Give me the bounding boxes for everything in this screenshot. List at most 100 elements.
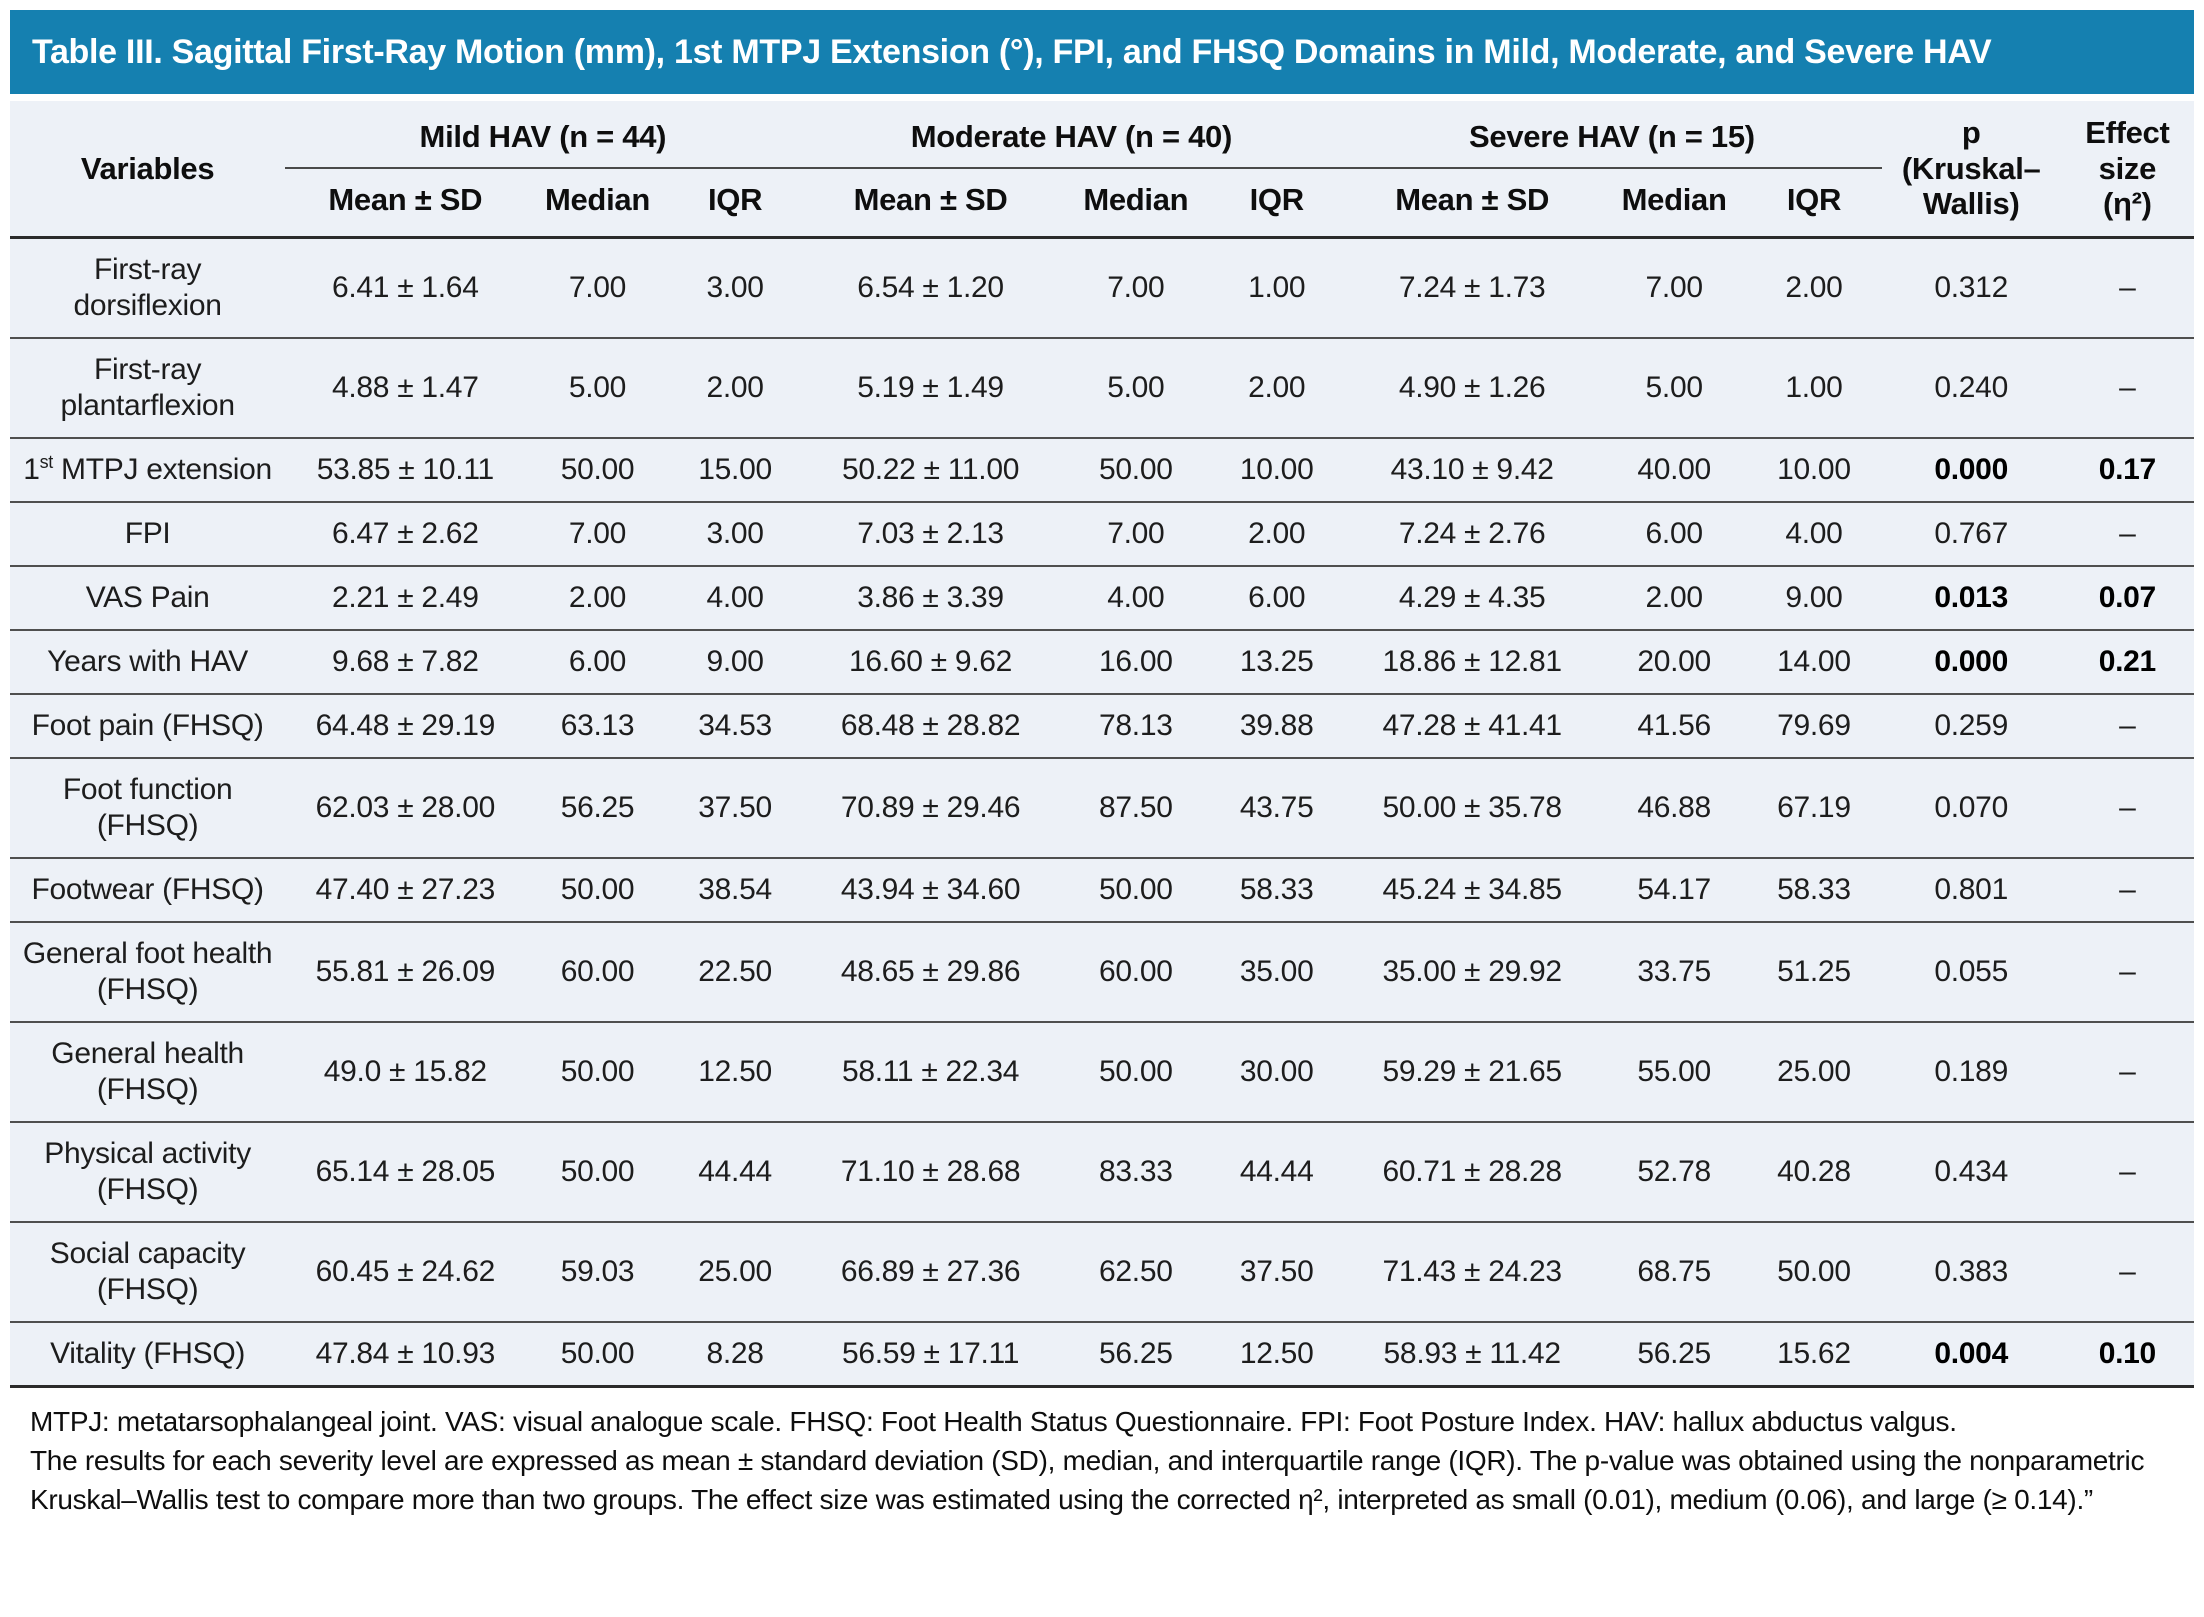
effect-size-cell: 0.07: [2060, 565, 2194, 630]
table-header: Variables Mild HAV (n = 44) Moderate HAV…: [10, 101, 2194, 238]
table-row: VAS Pain 2.21 ± 2.49 2.00 4.00 3.86 ± 3.39 4.…: [10, 565, 2194, 630]
stat-cell: 2.00: [1746, 236, 1882, 338]
stat-cell: 4.88 ± 1.47: [285, 337, 526, 438]
variable-cell: Foot function (FHSQ): [10, 757, 286, 858]
header-group-row: Variables Mild HAV (n = 44) Moderate HAV…: [10, 101, 2194, 221]
stat-cell: 1.00: [1211, 236, 1343, 338]
stat-cell: 45.24 ± 34.85: [1342, 857, 1603, 922]
table-row: General health (FHSQ) 49.0 ± 15.82 50.00 12…: [10, 1021, 2194, 1122]
stat-cell: 67.19: [1746, 757, 1882, 858]
stat-cell: 58.33: [1746, 857, 1882, 922]
variable-cell: Years with HAV: [10, 629, 286, 694]
variable-cell: Foot pain (FHSQ): [10, 693, 286, 758]
stat-header-mean-sd: Mean ± SD: [328, 182, 483, 217]
p-value-cell: 0.070: [1881, 757, 2061, 858]
table-row: Vitality (FHSQ) 47.84 ± 10.93 50.00 8.28 56.…: [10, 1321, 2194, 1387]
stat-cell: 49.0 ± 15.82: [285, 1021, 526, 1122]
stat-cell: 63.13: [525, 693, 670, 758]
stat-cell: 12.50: [669, 1021, 801, 1122]
stat-cell: 40.28: [1746, 1121, 1882, 1222]
group-header-moderate: Moderate HAV (n = 40): [800, 101, 1343, 169]
stat-cell: 7.24 ± 1.73: [1342, 236, 1603, 338]
stat-cell: 83.33: [1060, 1121, 1212, 1222]
table-row: Footwear (FHSQ) 47.40 ± 27.23 50.00 38.54 43…: [10, 857, 2194, 922]
table-row: First-ray plantarflexion 4.88 ± 1.47 5.00 2…: [10, 337, 2194, 438]
table-row: Years with HAV 9.68 ± 7.82 6.00 9.00 16.60 ±…: [10, 629, 2194, 694]
data-table: Variables Mild HAV (n = 44) Moderate HAV…: [10, 101, 2194, 1388]
variables-column-header: Variables: [80, 150, 215, 186]
stat-cell: 6.54 ± 1.20: [800, 236, 1061, 338]
stat-cell: 7.00: [1060, 236, 1212, 338]
p-value-cell: 0.767: [1881, 501, 2061, 566]
stat-header-mean-sd: Mean ± SD: [1395, 182, 1550, 217]
stat-cell: 2.00: [1211, 337, 1343, 438]
stat-cell: 7.00: [1060, 501, 1212, 566]
stat-cell: 35.00: [1211, 921, 1343, 1022]
stat-cell: 10.00: [1746, 437, 1882, 502]
stat-cell: 4.00: [1746, 501, 1882, 566]
stat-cell: 43.75: [1211, 757, 1343, 858]
header-stat-row: Mean ± SD Median IQR Mean ± SD Median IQ…: [10, 168, 2194, 238]
effect-size-cell: –: [2060, 757, 2194, 858]
footnote-methods: The results for each severity level are …: [30, 1445, 2145, 1516]
stat-cell: 50.00: [1060, 1021, 1212, 1122]
stat-cell: 43.94 ± 34.60: [800, 857, 1061, 922]
table-row: 1st MTPJ extension 53.85 ± 10.11 50.00 15.0…: [10, 437, 2194, 502]
stat-cell: 13.25: [1211, 629, 1343, 694]
variable-cell: General foot health (FHSQ): [10, 921, 286, 1022]
stat-cell: 25.00: [1746, 1021, 1882, 1122]
stat-header-iqr: IQR: [1786, 182, 1842, 217]
stat-cell: 60.00: [525, 921, 670, 1022]
stat-cell: 2.00: [669, 337, 801, 438]
stat-header-mean-sd: Mean ± SD: [853, 182, 1008, 217]
stat-cell: 3.00: [669, 501, 801, 566]
stat-cell: 12.50: [1211, 1321, 1343, 1387]
stat-cell: 44.44: [669, 1121, 801, 1222]
variable-cell: First-ray plantarflexion: [10, 337, 286, 438]
stat-cell: 16.00: [1060, 629, 1212, 694]
table-figure: Table III. Sagittal First-Ray Motion (mm…: [10, 10, 2194, 1516]
variable-cell: General health (FHSQ): [10, 1021, 286, 1122]
stat-cell: 46.88: [1602, 757, 1747, 858]
effect-size-cell: –: [2060, 1121, 2194, 1222]
stat-cell: 59.29 ± 21.65: [1342, 1021, 1603, 1122]
stat-cell: 5.00: [525, 337, 670, 438]
table-row: Foot pain (FHSQ) 64.48 ± 29.19 63.13 34.53 6…: [10, 693, 2194, 758]
variable-cell: Physical activity (FHSQ): [10, 1121, 286, 1222]
stat-cell: 14.00: [1746, 629, 1882, 694]
stat-cell: 44.44: [1211, 1121, 1343, 1222]
table-title-bar: Table III. Sagittal First-Ray Motion (mm…: [10, 10, 2194, 94]
stat-cell: 16.60 ± 9.62: [800, 629, 1061, 694]
stat-cell: 47.84 ± 10.93: [285, 1321, 526, 1387]
stat-cell: 56.59 ± 17.11: [800, 1321, 1061, 1387]
stat-cell: 4.90 ± 1.26: [1342, 337, 1603, 438]
stat-cell: 15.62: [1746, 1321, 1882, 1387]
p-value-cell: 0.189: [1881, 1021, 2061, 1122]
stat-cell: 4.00: [1060, 565, 1212, 630]
table-row: FPI 6.47 ± 2.62 7.00 3.00 7.03 ± 2.13 7.00 2.0…: [10, 501, 2194, 566]
stat-cell: 2.00: [525, 565, 670, 630]
stat-cell: 4.00: [669, 565, 801, 630]
stat-cell: 9.68 ± 7.82: [285, 629, 526, 694]
stat-cell: 37.50: [1211, 1221, 1343, 1322]
p-value-cell: 0.013: [1881, 565, 2061, 630]
stat-cell: 50.00 ± 35.78: [1342, 757, 1603, 858]
stat-cell: 53.85 ± 10.11: [285, 437, 526, 502]
stat-cell: 37.50: [669, 757, 801, 858]
stat-cell: 22.50: [669, 921, 801, 1022]
effect-size-cell: –: [2060, 921, 2194, 1022]
stat-cell: 35.00 ± 29.92: [1342, 921, 1603, 1022]
p-value-cell: 0.000: [1881, 437, 2061, 502]
stat-cell: 43.10 ± 9.42: [1342, 437, 1603, 502]
p-value-cell: 0.004: [1881, 1321, 2061, 1387]
stat-cell: 65.14 ± 28.05: [285, 1121, 526, 1222]
stat-cell: 10.00: [1211, 437, 1343, 502]
stat-cell: 50.00: [525, 1121, 670, 1222]
stat-cell: 4.29 ± 4.35: [1342, 565, 1603, 630]
stat-cell: 25.00: [669, 1221, 801, 1322]
stat-cell: 7.03 ± 2.13: [800, 501, 1061, 566]
stat-cell: 7.24 ± 2.76: [1342, 501, 1603, 566]
table-title: Table III. Sagittal First-Ray Motion (mm…: [32, 32, 1992, 71]
stat-cell: 71.43 ± 24.23: [1342, 1221, 1603, 1322]
effect-size-cell: –: [2060, 501, 2194, 566]
